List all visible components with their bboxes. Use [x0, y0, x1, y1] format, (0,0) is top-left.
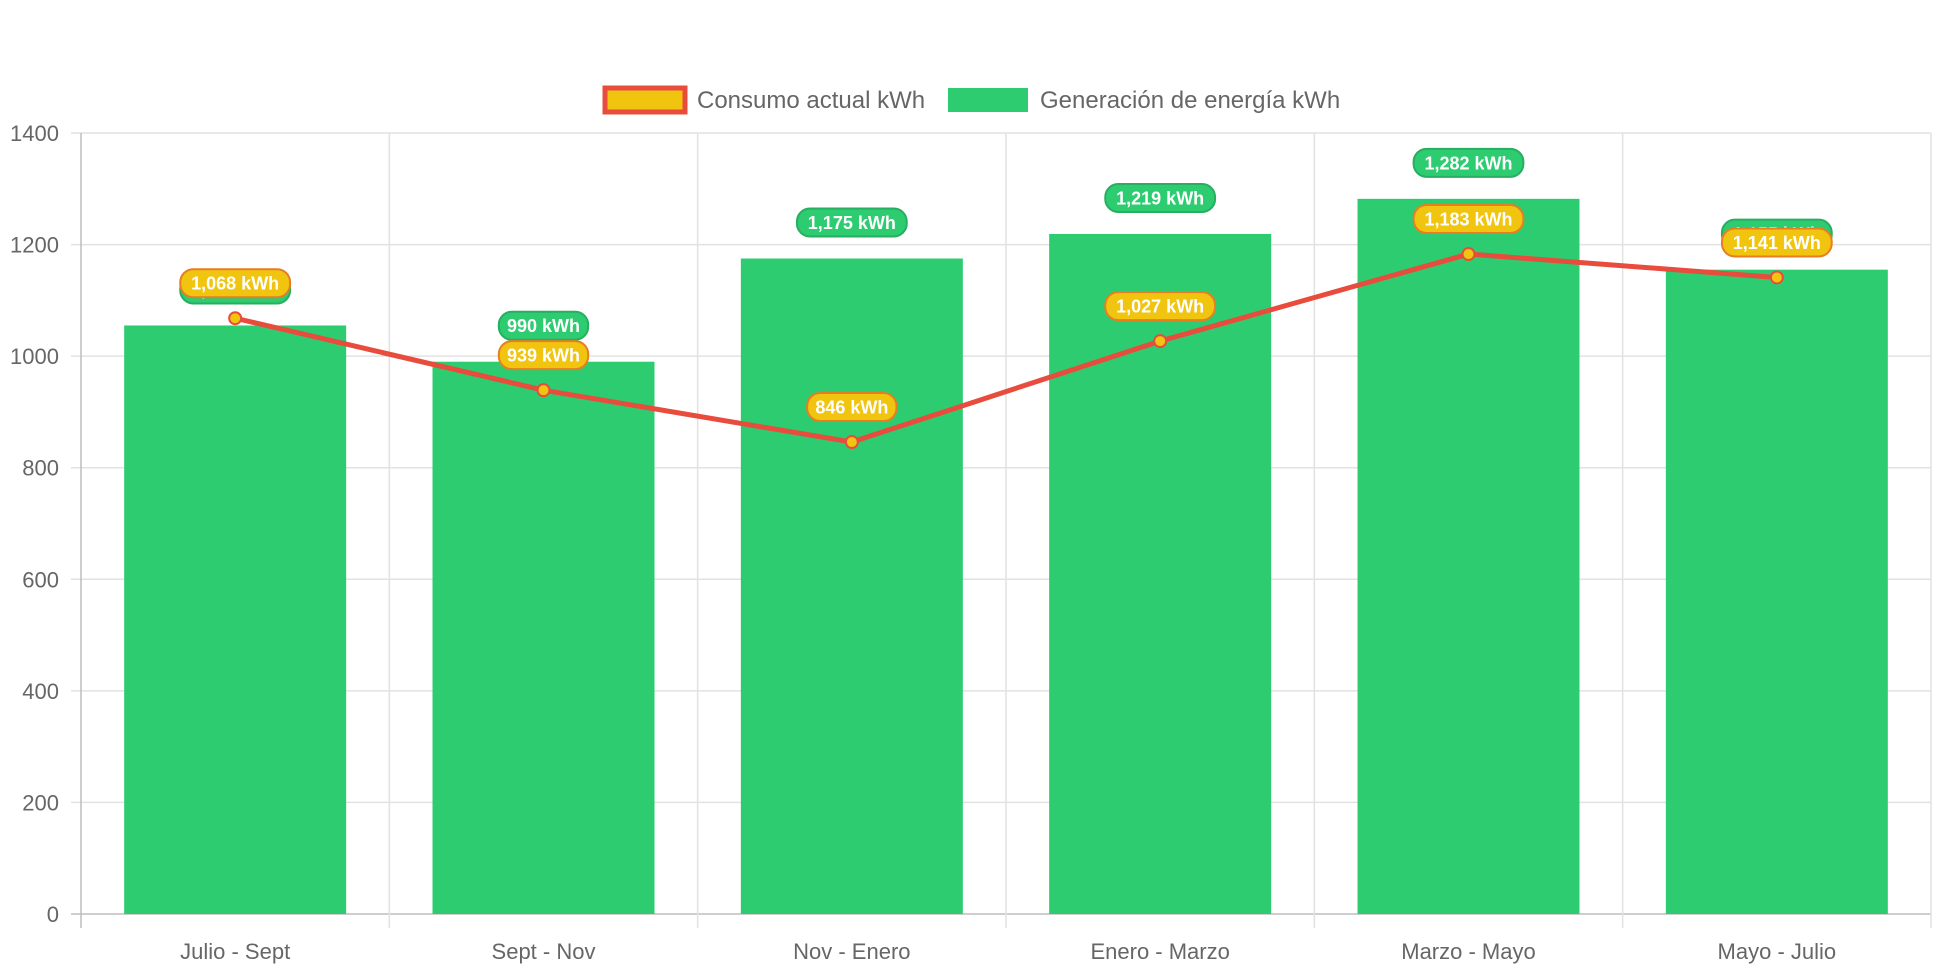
y-tick-label: 800: [22, 456, 59, 481]
bar: [432, 361, 655, 914]
bar: [1357, 198, 1580, 914]
line-data-label: 939 kWh: [497, 340, 590, 371]
line-data-label-text: 939 kWh: [507, 346, 580, 366]
x-tick-label: Enero - Marzo: [1090, 939, 1229, 964]
line-data-label: 846 kWh: [806, 392, 898, 423]
bar-data-label-text: 1,175 kWh: [808, 213, 896, 233]
x-tick-label: Sept - Nov: [492, 939, 596, 964]
x-tick-label: Mayo - Julio: [1718, 939, 1837, 964]
bar-data-label-text: 1,282 kWh: [1424, 153, 1512, 173]
bar: [1665, 269, 1888, 914]
legend-swatch-generacion: [948, 88, 1028, 112]
line-series: [228, 247, 1784, 450]
line-data-label-bg: [1412, 204, 1525, 235]
line-data-label-text: 1,183 kWh: [1424, 210, 1512, 230]
bar-data-label-bg: [1104, 182, 1217, 213]
line-data-label-text: 846 kWh: [815, 398, 888, 418]
line-data-label: 1,141 kWh: [1720, 227, 1833, 258]
line-point: [1153, 334, 1168, 349]
bar-data-label-text: 990 kWh: [507, 316, 580, 336]
y-axis: 0 200 400 600 800 1000 1200 1400: [10, 121, 59, 927]
bar-data-label-bg: [1412, 147, 1525, 178]
y-tick-label: 1400: [10, 121, 59, 146]
line-point: [536, 383, 551, 398]
bar-data-label: 1,219 kWh: [1104, 182, 1217, 213]
y-tick-label: 1000: [10, 344, 59, 369]
y-tick-label: 200: [22, 790, 59, 815]
series-line: [234, 251, 1778, 445]
bar-series: [124, 198, 1888, 915]
legend-label-consumo: Consumo actual kWh: [697, 87, 925, 114]
bar-data-label: 990 kWh: [497, 310, 590, 341]
x-tick-label: Julio - Sept: [180, 939, 290, 964]
bar: [124, 325, 347, 915]
line-data-label-bg: [497, 340, 590, 371]
line-data-label-bg: [1104, 291, 1217, 322]
bar-data-label: 1,282 kWh: [1412, 147, 1525, 178]
line-data-label: 1,183 kWh: [1412, 204, 1525, 235]
bar: [740, 258, 963, 915]
line-data-label-text: 1,027 kWh: [1116, 297, 1204, 317]
line-data-label: 1,068 kWh: [179, 268, 292, 299]
line-data-label-bg: [1720, 227, 1833, 258]
x-tick-label: Nov - Enero: [793, 939, 910, 964]
line-point: [1461, 247, 1476, 262]
bar-data-label-bg: [795, 207, 908, 238]
line-point: [844, 435, 859, 450]
bar-data-label-bg: [497, 310, 590, 341]
line-data-label: 1,027 kWh: [1104, 291, 1217, 322]
bar-data-label-text: 1,219 kWh: [1116, 188, 1204, 208]
line-data-label-text: 1,068 kWh: [191, 274, 279, 294]
legend-label-generacion: Generación de energía kWh: [1040, 87, 1340, 114]
line-point: [228, 311, 243, 326]
y-tick-label: 600: [22, 567, 59, 592]
x-tick-label: Marzo - Mayo: [1401, 939, 1535, 964]
line-point: [1769, 270, 1784, 285]
legend-swatch-consumo: [602, 85, 688, 115]
line-data-label-bg: [806, 392, 898, 423]
bar-data-label: 1,175 kWh: [795, 207, 908, 238]
y-tick-label: 0: [47, 902, 59, 927]
line-data-label-bg: [179, 268, 292, 299]
line-data-label-text: 1,141 kWh: [1733, 233, 1821, 253]
legend: Consumo actual kWh Generación de energía …: [602, 85, 1340, 115]
grid: [71, 132, 1932, 928]
y-tick-label: 1200: [10, 233, 59, 258]
x-axis: Julio - Sept Sept - Nov Nov - Enero Enero -…: [180, 939, 1836, 964]
y-tick-label: 400: [22, 679, 59, 704]
